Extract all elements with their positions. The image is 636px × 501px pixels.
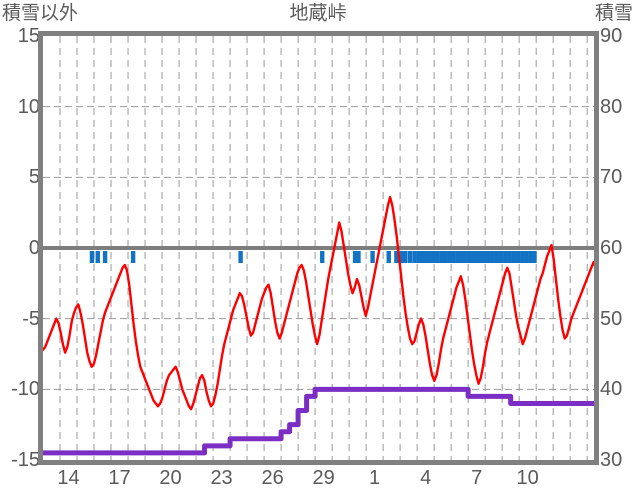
x-tick: 26 (261, 467, 284, 489)
y-left-tick: -5 (22, 307, 40, 330)
x-tick: 4 (420, 467, 432, 489)
y-left-tick: -15 (11, 449, 40, 471)
right-axis-title: 積雪 (594, 3, 633, 24)
y-left-tick: 0 (28, 237, 40, 259)
y-right-tick: 70 (600, 166, 623, 189)
y-right-tick: 40 (600, 378, 623, 401)
plot-svg (43, 36, 594, 460)
page-title: 地蔵峠 (289, 3, 347, 24)
x-tick: 20 (159, 467, 182, 489)
x-tick: 29 (312, 467, 335, 489)
y-left-tick: 5 (28, 166, 40, 189)
y-left-tick: -10 (11, 378, 40, 401)
x-tick: 1 (369, 467, 381, 489)
plot-area (43, 36, 594, 460)
x-tick: 10 (516, 467, 539, 489)
y-left-tick: 15 (17, 25, 40, 47)
y-right-tick: 80 (600, 95, 623, 118)
y-left-tick: 10 (17, 95, 40, 118)
y-right-tick: 50 (600, 307, 623, 330)
left-axis-title: 積雪以外 (2, 3, 79, 24)
x-tick: 7 (471, 467, 483, 489)
y-right-tick: 60 (600, 237, 623, 259)
y-right-tick: 30 (600, 449, 623, 471)
x-tick: 23 (210, 467, 233, 489)
y-right-tick: 90 (600, 25, 623, 47)
x-tick: 14 (57, 467, 80, 489)
data-series (43, 195, 594, 456)
x-tick: 17 (108, 467, 131, 489)
precipitation-marks (89, 251, 537, 263)
